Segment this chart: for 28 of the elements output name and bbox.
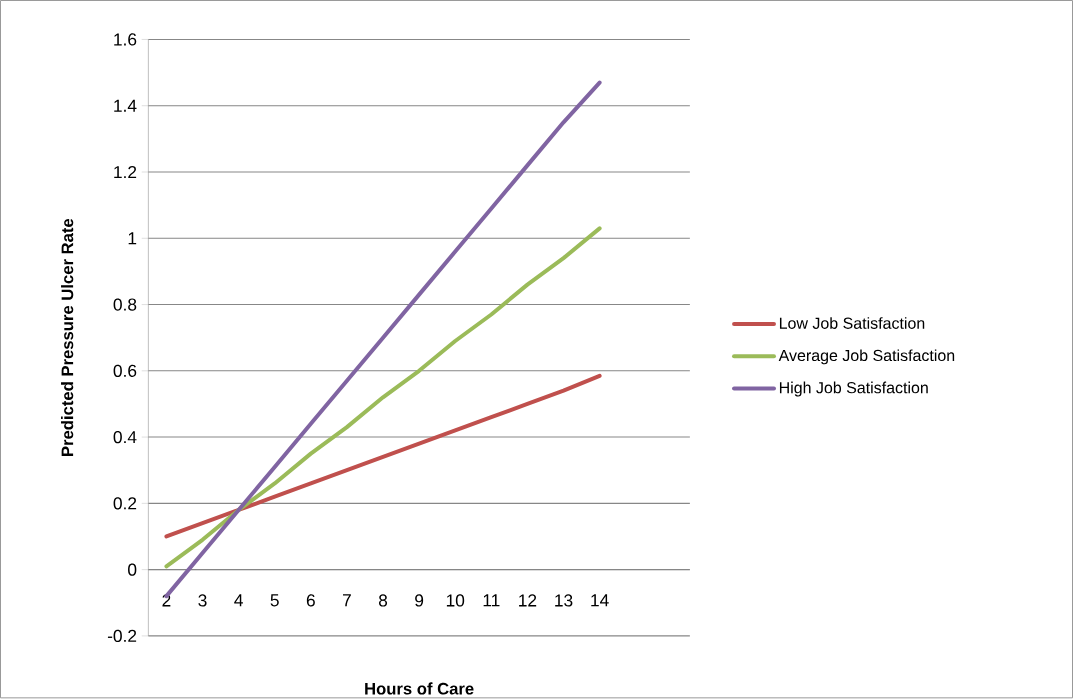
y-tick-label: 1.2	[114, 165, 137, 179]
x-tick-label: 12	[519, 594, 537, 607]
x-tick-label: 9	[415, 594, 424, 607]
y-tick-label: -0.2	[107, 629, 137, 643]
legend-label: Low Job Satisfaction	[779, 317, 925, 329]
x-tick-label: 6	[306, 594, 315, 607]
legend-label: Average Job Satisfaction	[778, 349, 955, 365]
y-tick-label: 0	[128, 563, 137, 576]
x-tick-label: 11	[483, 594, 500, 607]
y-tick-label: 1.6	[114, 33, 137, 46]
line-series	[164, 226, 602, 569]
y-axis-title: Predicted Pressure Ulcer Rate	[61, 218, 74, 456]
x-tick-label: 10	[446, 594, 465, 607]
y-tick-label: 0.2	[113, 497, 137, 510]
legend-label: High Job Satisfaction	[779, 381, 928, 397]
x-tick-label: 3	[198, 594, 207, 607]
y-tick-label: 1	[128, 232, 137, 245]
x-tick-label: 8	[378, 594, 388, 607]
y-tick-label: 0.6	[113, 364, 137, 377]
x-tick-label: 7	[343, 594, 351, 607]
y-tick-label: 0.4	[113, 430, 137, 444]
y-tick-label: 1.4	[114, 99, 137, 112]
x-tick-label: 5	[270, 594, 279, 607]
x-tick-label: 4	[234, 594, 243, 607]
y-tick-label: 0.8	[113, 298, 137, 311]
x-tick-label: 13	[555, 594, 573, 607]
x-axis-title: Hours of Care	[365, 682, 474, 695]
x-tick-label: 14	[591, 594, 609, 607]
